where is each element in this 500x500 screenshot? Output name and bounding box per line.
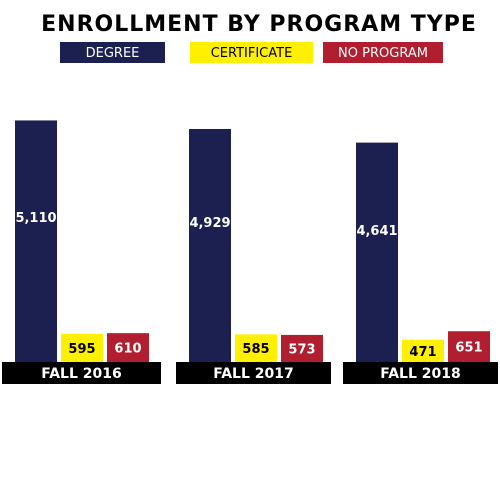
data-label-no-program-fall-2016: 610 — [114, 342, 141, 357]
chart-title: ENROLLMENT BY PROGRAM TYPE — [41, 12, 477, 37]
legend-label: CERTIFICATE — [211, 46, 293, 61]
data-label-certificate-fall-2016: 595 — [68, 342, 95, 357]
category-label-fall-2018: FALL 2018 — [380, 366, 460, 382]
legend-label: NO PROGRAM — [338, 46, 428, 61]
category-label-fall-2017: FALL 2017 — [213, 366, 293, 382]
bar-no-program-fall-2017 — [281, 334, 323, 362]
legend: DEGREE CERTIFICATE NO PROGRAM — [60, 42, 443, 63]
data-label-degree-fall-2016: 5,110 — [15, 211, 56, 226]
legend-swatch — [60, 42, 165, 63]
bar-degree-fall-2018 — [356, 142, 398, 362]
data-label-degree-fall-2017: 4,929 — [189, 216, 230, 231]
legend-item-degree: DEGREE — [60, 42, 165, 63]
bar-degree-fall-2016 — [15, 120, 57, 362]
data-label-no-program-fall-2018: 651 — [455, 341, 482, 356]
category-label-fall-2016: FALL 2016 — [41, 366, 121, 382]
legend-label: DEGREE — [86, 46, 140, 61]
data-label-certificate-fall-2017: 585 — [242, 342, 269, 357]
bar-certificate-fall-2016 — [61, 333, 103, 362]
bar-group-fall-2018: 4,641 471 651 FALL 2018 — [343, 142, 498, 384]
legend-item-certificate: CERTIFICATE — [190, 42, 313, 63]
bar-certificate-fall-2017 — [235, 334, 277, 362]
bar-degree-fall-2017 — [189, 128, 231, 362]
category-band-fall-2016 — [2, 362, 161, 384]
bar-no-program-fall-2018 — [448, 331, 490, 362]
bar-groups: 5,110 595 610 FALL 2016 4,929 585 573 FALL 2017… — [2, 120, 498, 384]
bar-certificate-fall-2018 — [402, 339, 444, 362]
category-band-fall-2017 — [176, 362, 331, 384]
bar-group-fall-2016: 5,110 595 610 FALL 2016 — [2, 120, 161, 384]
data-label-certificate-fall-2018: 471 — [409, 345, 436, 360]
legend-swatch — [323, 42, 443, 63]
legend-swatch — [190, 42, 313, 63]
bar-group-fall-2017: 4,929 585 573 FALL 2017 — [176, 128, 331, 384]
category-band-fall-2018 — [343, 362, 498, 384]
legend-item-no-program: NO PROGRAM — [323, 42, 443, 63]
data-label-degree-fall-2018: 4,641 — [356, 224, 397, 239]
bar-no-program-fall-2016 — [107, 333, 149, 362]
data-label-no-program-fall-2017: 573 — [288, 342, 315, 357]
